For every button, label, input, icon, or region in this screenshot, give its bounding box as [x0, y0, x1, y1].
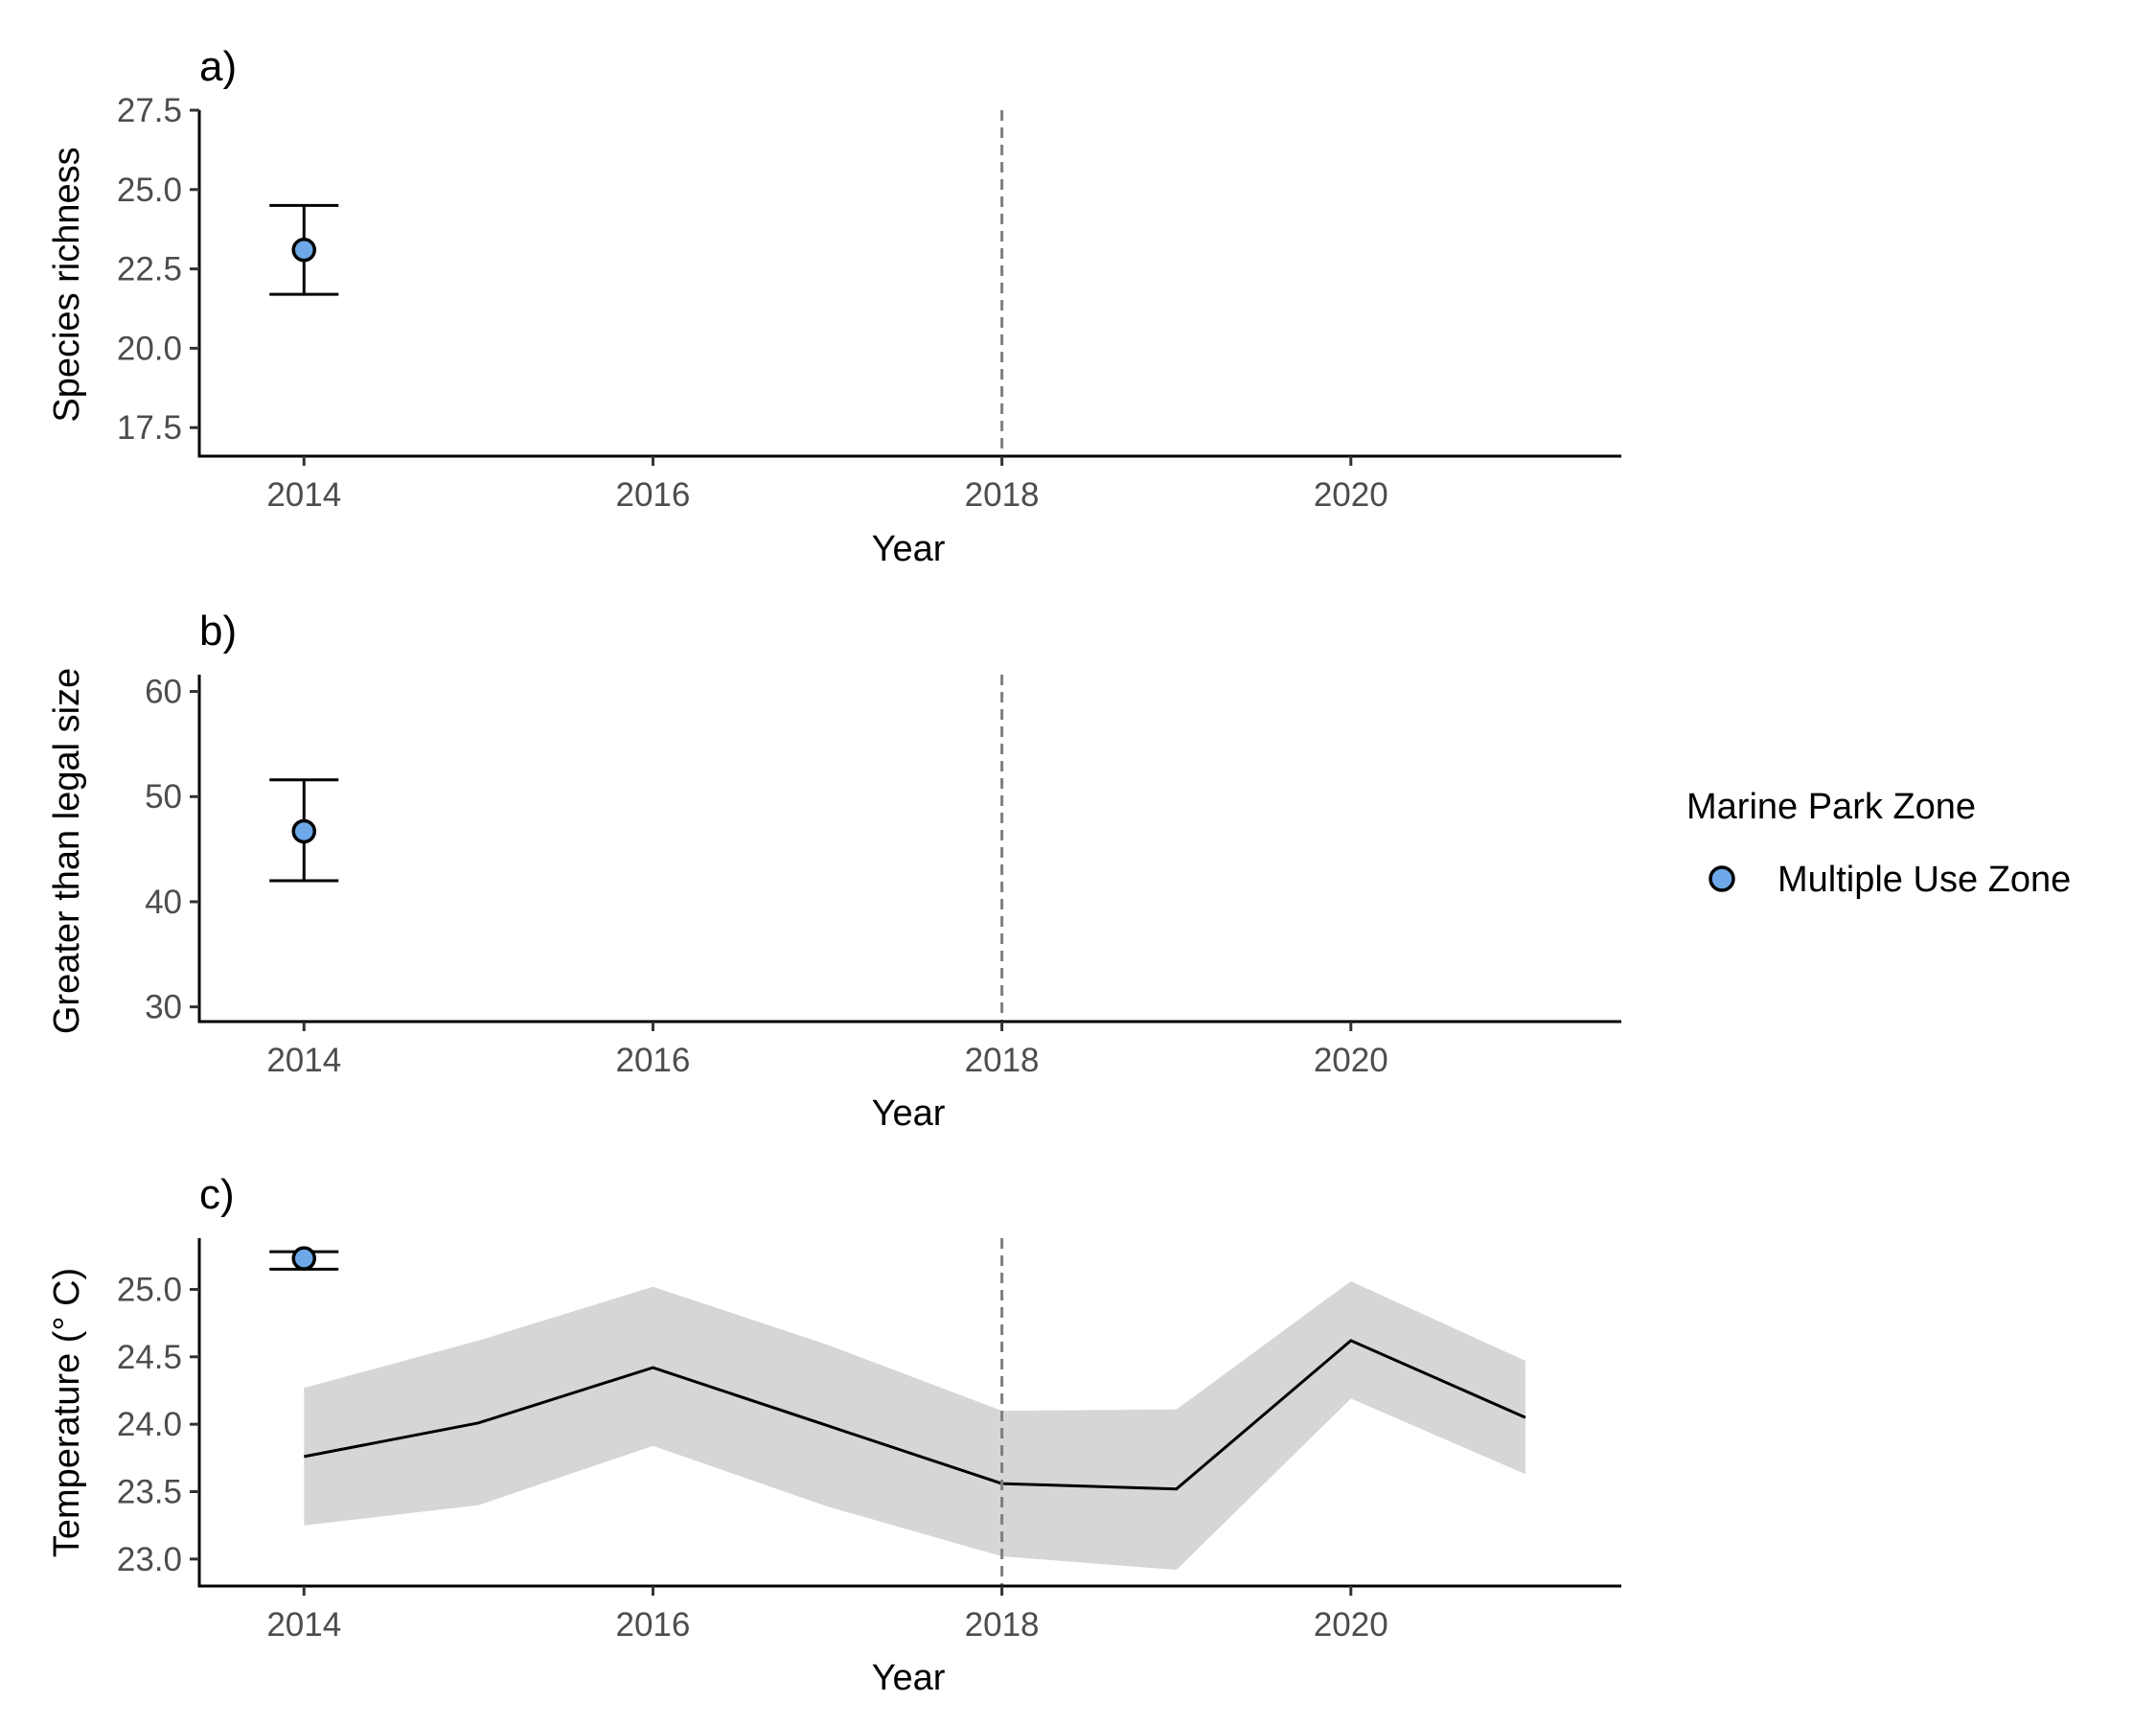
legend: Marine Park Zone Multiple Use Zone: [1686, 787, 2071, 900]
x-axis-title: Year: [872, 1658, 946, 1698]
x-axis-title: Year: [872, 1093, 946, 1134]
y-tick-label: 30: [145, 989, 182, 1026]
panel-tag: c): [199, 1171, 235, 1218]
x-tick-label: 2020: [1314, 1606, 1388, 1644]
y-tick-label: 40: [145, 884, 182, 921]
data-point: [291, 1246, 317, 1271]
y-tick-label: 25.0: [117, 172, 182, 209]
y-tick-label: 60: [145, 674, 182, 711]
panel-b: b) Year Greater than legal size 2014 2016…: [47, 608, 1621, 1134]
y-tick-label: 50: [145, 778, 182, 816]
y-axis-title: Greater than legal size: [47, 668, 87, 1034]
y-axis-title: Temperature (° C): [47, 1268, 87, 1557]
y-tick-label: 17.5: [117, 409, 182, 447]
y-tick-label: 27.5: [117, 92, 182, 129]
x-tick-label: 2020: [1314, 1042, 1388, 1079]
x-tick-label: 2014: [266, 476, 341, 514]
panel-tag: b): [199, 608, 237, 655]
y-axis-title: Species richness: [47, 147, 87, 422]
confidence-ribbon: [304, 1281, 1525, 1571]
point-icon: [1709, 865, 1735, 892]
y-tick-label: 23.5: [117, 1474, 182, 1511]
x-tick-label: 2018: [965, 1042, 1040, 1079]
x-tick-label: 2014: [266, 1042, 341, 1079]
legend-label: Multiple Use Zone: [1778, 860, 2071, 900]
y-tick-label: 24.5: [117, 1339, 182, 1376]
x-tick-label: 2018: [965, 1606, 1040, 1644]
y-tick-label: 20.0: [117, 330, 182, 367]
y-tick-label: 22.5: [117, 251, 182, 288]
data-point: [291, 237, 317, 263]
x-tick-label: 2016: [615, 1042, 690, 1079]
data-point: [291, 818, 317, 844]
x-tick-label: 2016: [615, 476, 690, 514]
x-axis-title: Year: [872, 529, 946, 569]
y-tick-label: 23.0: [117, 1541, 182, 1578]
y-tick-label: 24.0: [117, 1406, 182, 1443]
x-tick-label: 2014: [266, 1606, 341, 1644]
x-tick-label: 2016: [615, 1606, 690, 1644]
legend-title: Marine Park Zone: [1686, 787, 1976, 827]
panel-c: c) Year Temperature (° C) 2014 2016 2018 20…: [47, 1171, 1621, 1698]
x-tick-label: 2018: [965, 476, 1040, 514]
y-tick-label: 25.0: [117, 1271, 182, 1308]
mean-line: [304, 1339, 1526, 1491]
panel-a: a) Year Species richness 2014 2016 2018 202…: [47, 43, 1621, 569]
panel-tag: a): [199, 43, 237, 90]
x-tick-label: 2020: [1314, 476, 1388, 514]
